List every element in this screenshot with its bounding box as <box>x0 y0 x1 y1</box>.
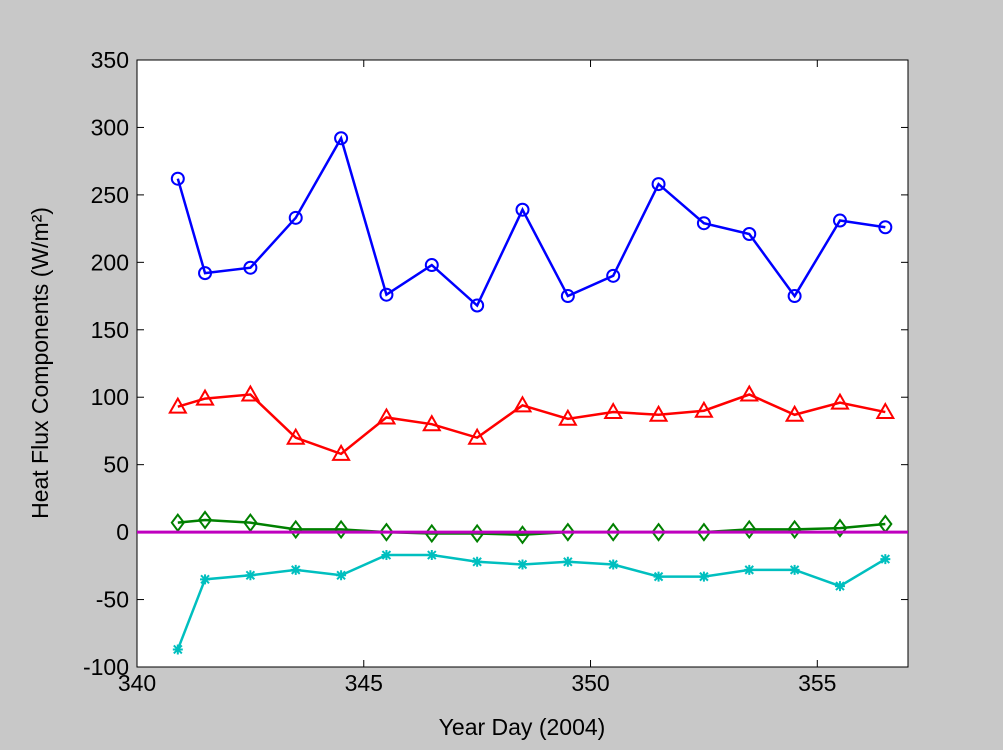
marker <box>243 260 258 275</box>
marker <box>379 522 394 542</box>
marker <box>195 388 215 406</box>
marker <box>288 519 303 540</box>
marker <box>648 404 669 422</box>
marker <box>696 522 712 542</box>
y-tick-label: -50 <box>96 587 129 613</box>
marker <box>376 407 397 425</box>
series-line <box>177 393 886 456</box>
marker <box>653 571 664 582</box>
marker <box>170 171 185 186</box>
marker <box>608 559 619 570</box>
marker <box>424 258 439 273</box>
marker <box>517 559 528 570</box>
marker <box>333 519 349 540</box>
marker <box>832 213 847 228</box>
marker <box>470 298 485 313</box>
marker <box>168 396 188 414</box>
marker <box>603 402 623 420</box>
marker <box>739 384 759 402</box>
marker <box>742 519 757 540</box>
x-tick-label: 355 <box>798 670 836 696</box>
marker <box>381 550 392 561</box>
y-tick-label: 150 <box>91 317 129 343</box>
marker <box>512 395 533 413</box>
marker <box>698 571 709 582</box>
marker <box>172 644 183 655</box>
marker <box>334 131 349 146</box>
y-tick-label: 100 <box>91 384 129 410</box>
marker <box>331 443 351 461</box>
x-tick-label: 350 <box>571 670 609 696</box>
marker <box>560 289 575 304</box>
marker <box>875 402 896 420</box>
marker <box>744 564 755 575</box>
marker <box>198 266 213 281</box>
marker <box>288 210 303 225</box>
marker <box>832 518 848 538</box>
marker <box>379 287 394 302</box>
marker <box>696 216 711 231</box>
marker <box>426 550 437 561</box>
marker <box>784 404 805 422</box>
marker <box>606 268 621 283</box>
y-tick-label: 0 <box>116 519 129 545</box>
marker <box>200 574 211 585</box>
marker <box>245 570 256 581</box>
marker <box>789 564 800 575</box>
y-tick-label: 300 <box>91 114 129 140</box>
marker <box>467 427 487 445</box>
y-tick-label: 50 <box>103 452 129 478</box>
x-axis-label: Year Day (2004) <box>439 714 606 740</box>
x-tick-label: 340 <box>118 670 156 696</box>
marker <box>787 289 802 304</box>
marker <box>878 220 893 235</box>
y-tick-label: 200 <box>91 249 129 275</box>
marker <box>290 564 301 575</box>
marker <box>560 522 576 542</box>
y-tick-label: 350 <box>91 47 129 73</box>
marker <box>787 519 802 540</box>
marker <box>240 384 261 402</box>
marker <box>562 556 573 567</box>
marker <box>742 227 757 242</box>
series-line <box>176 135 886 308</box>
marker <box>286 427 306 445</box>
marker <box>558 408 578 426</box>
marker <box>422 414 442 432</box>
marker <box>336 570 347 581</box>
marker <box>880 554 891 565</box>
marker <box>605 522 621 542</box>
marker <box>834 581 845 592</box>
marker <box>830 392 850 410</box>
marker <box>694 400 714 418</box>
marker <box>197 510 213 530</box>
marker <box>515 202 530 217</box>
marker <box>651 177 666 192</box>
series-line <box>177 518 886 537</box>
y-tick-label: 250 <box>91 182 129 208</box>
marker <box>472 556 483 567</box>
marker <box>651 522 666 542</box>
y-tick-label: -100 <box>83 654 129 680</box>
x-tick-label: 345 <box>345 670 383 696</box>
y-axis-label: Heat Flux Components (W/m²) <box>27 207 53 519</box>
